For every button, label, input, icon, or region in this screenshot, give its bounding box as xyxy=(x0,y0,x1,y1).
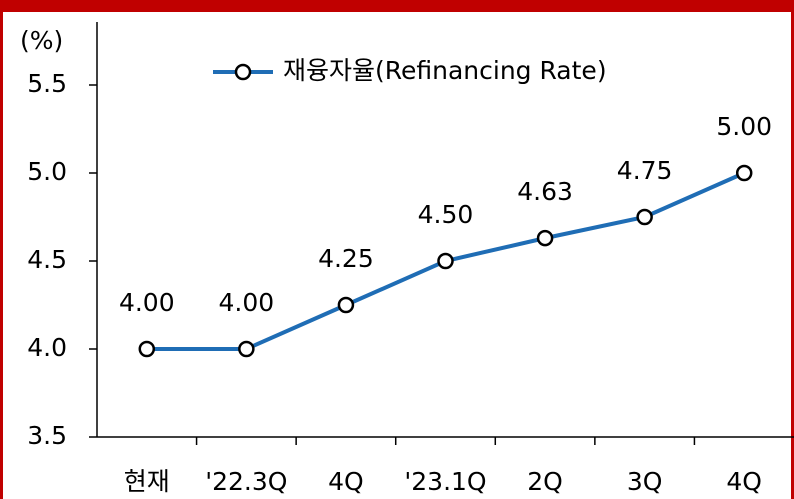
x-tick-label: '23.1Q xyxy=(404,467,486,496)
x-tick-label: 3Q xyxy=(627,467,663,496)
data-label: 4.00 xyxy=(119,288,175,317)
data-point xyxy=(437,252,454,270)
legend-label: 재융자율(Refinancing Rate) xyxy=(283,56,607,85)
data-label: 4.63 xyxy=(517,177,573,206)
left-border xyxy=(0,0,3,499)
data-label: 5.00 xyxy=(716,112,772,141)
x-tick-label: 4Q xyxy=(328,467,364,496)
y-tick-label: 5.5 xyxy=(27,69,67,98)
data-label: 4.00 xyxy=(219,288,275,317)
data-point xyxy=(238,340,255,358)
y-tick-label: 5.0 xyxy=(27,157,67,186)
data-label: 4.50 xyxy=(418,200,474,229)
data-point xyxy=(138,340,156,358)
top-bar xyxy=(0,0,794,12)
x-tick-label: '22.3Q xyxy=(205,467,287,496)
data-point xyxy=(536,229,554,247)
x-tick-label: 4Q xyxy=(726,467,762,496)
y-tick-label: 4.5 xyxy=(27,245,67,274)
x-tick-label: 현재 xyxy=(124,467,170,496)
data-point xyxy=(337,296,355,314)
data-point xyxy=(735,164,753,182)
y-tick-label: 3.5 xyxy=(27,421,67,450)
x-tick-label: 2Q xyxy=(527,467,563,496)
y-tick-label: 4.0 xyxy=(27,333,67,362)
data-point xyxy=(636,208,653,226)
y-axis-label: (%) xyxy=(20,26,63,55)
legend-marker xyxy=(234,63,252,81)
data-label: 4.75 xyxy=(617,156,673,185)
data-label: 4.25 xyxy=(318,244,374,273)
right-border xyxy=(791,0,794,499)
